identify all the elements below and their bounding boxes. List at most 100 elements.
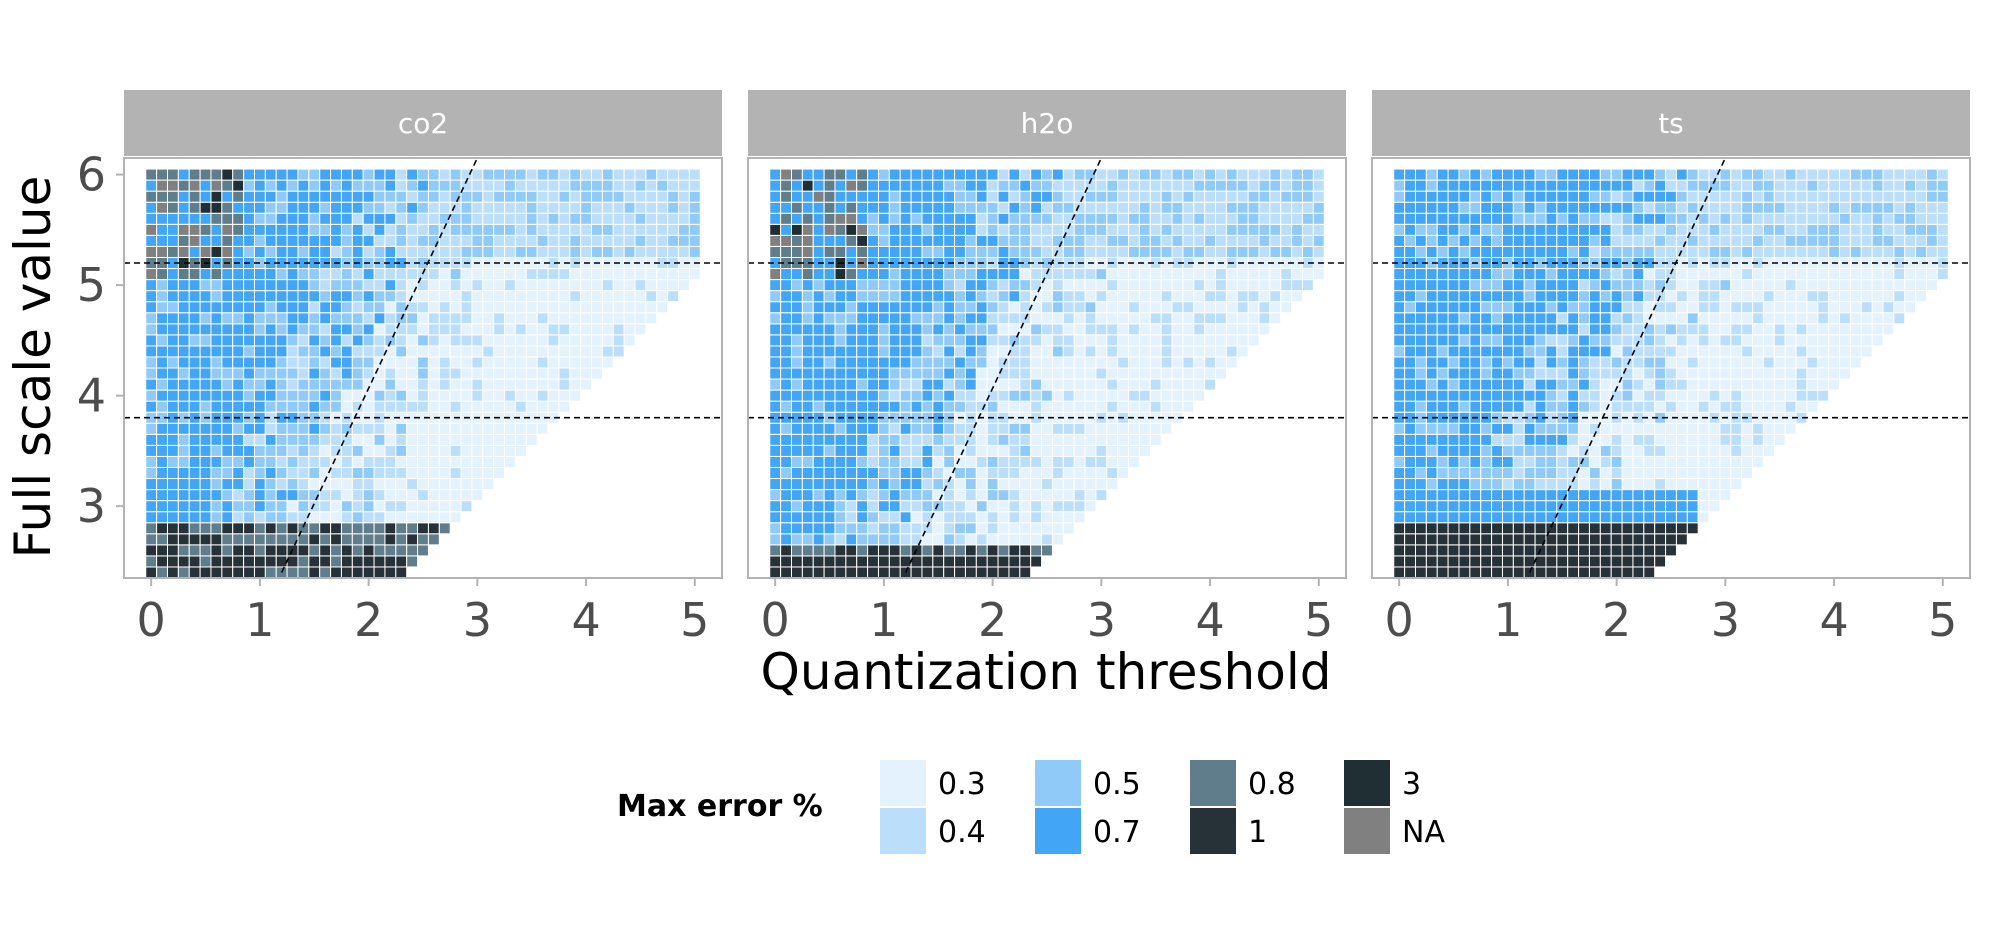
heatmap-cell [845,466,858,480]
heatmap-cell [964,511,977,524]
heatmap-cell [910,290,923,303]
heatmap-cell [156,555,168,568]
heatmap-cell [1393,466,1406,480]
heatmap-cell [351,433,364,446]
heatmap-cell [1008,268,1021,281]
heatmap-cell [1160,290,1173,303]
heatmap-cell [395,190,408,203]
heatmap-cell [438,433,451,446]
heatmap-cell [1041,234,1053,247]
heatmap-cell [1523,190,1536,203]
heatmap-cell [210,422,223,435]
heatmap-cell [1654,190,1667,203]
heatmap-cell [1404,301,1416,314]
heatmap-cell [823,511,836,524]
heatmap-cell [954,378,966,391]
heatmap-cell [297,245,310,258]
heatmap-cell [210,522,223,535]
heatmap-cell [888,378,901,391]
heatmap-cell [221,378,234,391]
heatmap-cell [525,279,538,292]
heatmap-cell [780,500,792,513]
heatmap-cell [210,400,223,413]
heatmap-cell [899,422,912,435]
heatmap-cell [1512,323,1525,336]
heatmap-cell [1686,511,1699,524]
heatmap-cell [1708,500,1721,513]
heatmap-cell [1806,290,1819,303]
heatmap-cell [1654,489,1667,502]
heatmap-cell [986,245,999,258]
x-tick-label: 0 [137,593,166,647]
heatmap-cell [1393,378,1406,391]
heatmap-cell [232,234,245,247]
heatmap-cell [1599,378,1612,391]
heatmap-cell [823,455,836,468]
heatmap-cell [1632,212,1645,225]
heatmap-cell [395,201,408,214]
heatmap-cell [986,290,999,303]
heatmap-cell [1730,223,1743,236]
heatmap-cell [1447,533,1460,546]
heatmap-cell [1302,245,1314,258]
heatmap-cell [1019,223,1032,236]
heatmap-cell [1556,312,1569,325]
heatmap-cell [1128,279,1140,292]
heatmap-cell [964,466,977,480]
heatmap-cell [932,466,945,480]
heatmap-cell [1686,290,1699,303]
heatmap-cell [482,356,495,369]
heatmap-cell [888,422,901,435]
heatmap-cell [417,356,429,369]
heatmap-cell [286,489,299,502]
heatmap-cell [177,334,190,347]
heatmap-cell [1491,511,1503,524]
heatmap-cell [177,245,190,258]
heatmap-cell [1106,378,1119,391]
heatmap-cell [1491,312,1503,325]
heatmap-cell [888,433,901,446]
heatmap-cell [1030,223,1043,236]
heatmap-cell [471,478,484,491]
heatmap-cell [1893,212,1906,225]
heatmap-cell [145,522,158,535]
heatmap-cell [1030,334,1043,347]
heatmap-cell [910,168,923,181]
heatmap-cell [623,268,636,281]
heatmap-cell [910,389,923,402]
heatmap-cell [199,455,212,468]
heatmap-cell [1523,555,1536,568]
heatmap-cell [145,533,158,546]
heatmap-cell [232,378,245,391]
heatmap-cell [1106,345,1119,358]
heatmap-cell [1204,334,1217,347]
heatmap-cell [482,268,495,281]
heatmap-cell [1697,356,1710,369]
heatmap-cell [1204,223,1217,236]
heatmap-cell [888,201,901,214]
heatmap-cell [1051,511,1064,524]
heatmap-cell [888,466,901,480]
heatmap-cell [1523,489,1536,502]
heatmap-cell [1871,179,1884,192]
heatmap-cell [975,334,988,347]
heatmap-cell [1686,356,1699,369]
heatmap-cell [1730,389,1743,402]
heatmap-cell [1480,212,1493,225]
heatmap-cell [1523,234,1536,247]
heatmap-cell [1675,422,1688,435]
heatmap-cell [1458,389,1471,402]
heatmap-cell [253,511,266,524]
heatmap-cell [1128,268,1140,281]
heatmap-cell [427,179,440,192]
heatmap-cell [667,168,680,181]
heatmap-cell [1182,400,1195,413]
heatmap-cell [1610,433,1623,446]
heatmap-cell [319,201,332,214]
heatmap-cell [351,179,364,192]
heatmap-cell [1719,433,1732,446]
heatmap-cell [1030,201,1043,214]
heatmap-cell [297,389,310,402]
heatmap-cell [243,455,255,468]
heatmap-cell [1588,566,1601,579]
